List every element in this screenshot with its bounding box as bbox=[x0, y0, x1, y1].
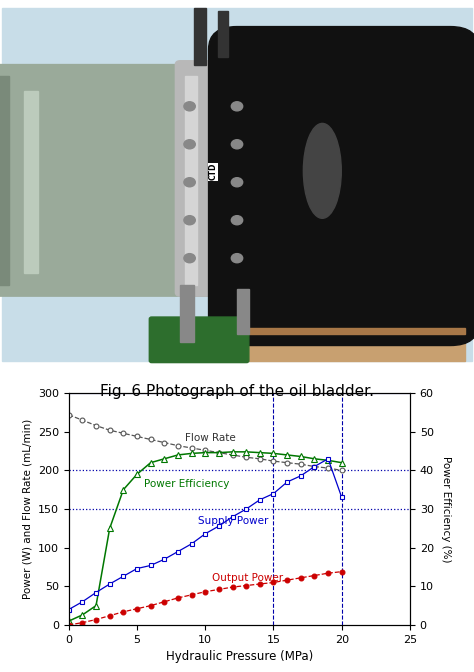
Bar bbox=[194, 7, 206, 65]
FancyBboxPatch shape bbox=[209, 27, 474, 345]
Bar bbox=[24, 91, 38, 274]
Circle shape bbox=[184, 140, 195, 149]
Text: Supply Power: Supply Power bbox=[199, 517, 269, 526]
Bar bbox=[237, 329, 465, 334]
Ellipse shape bbox=[303, 124, 341, 218]
Circle shape bbox=[184, 216, 195, 224]
Bar bbox=[180, 285, 194, 341]
Text: Output Power: Output Power bbox=[212, 573, 283, 583]
Circle shape bbox=[184, 101, 195, 111]
Circle shape bbox=[231, 216, 243, 224]
Bar bbox=[237, 288, 249, 334]
Text: Flow Rate: Flow Rate bbox=[185, 433, 236, 443]
Circle shape bbox=[184, 177, 195, 187]
FancyBboxPatch shape bbox=[149, 317, 249, 363]
Circle shape bbox=[231, 253, 243, 263]
FancyBboxPatch shape bbox=[0, 65, 228, 296]
Y-axis label: Power Efficiency (%): Power Efficiency (%) bbox=[440, 456, 450, 562]
Text: Fig. 6 Photograph of the oil bladder.: Fig. 6 Photograph of the oil bladder. bbox=[100, 384, 374, 399]
Text: Power Efficiency: Power Efficiency bbox=[144, 479, 229, 489]
Circle shape bbox=[184, 253, 195, 263]
Circle shape bbox=[231, 140, 243, 149]
Text: CTD: CTD bbox=[209, 163, 218, 181]
Circle shape bbox=[231, 177, 243, 187]
X-axis label: Hydraulic Pressure (MPa): Hydraulic Pressure (MPa) bbox=[166, 650, 313, 663]
Y-axis label: Power (W) and Flow Rate (mL/min): Power (W) and Flow Rate (mL/min) bbox=[22, 419, 32, 599]
Circle shape bbox=[231, 101, 243, 111]
Bar bbox=[185, 76, 197, 285]
Bar bbox=[237, 315, 465, 361]
FancyBboxPatch shape bbox=[175, 60, 251, 296]
Bar bbox=[218, 11, 228, 57]
Bar bbox=[0, 76, 9, 285]
